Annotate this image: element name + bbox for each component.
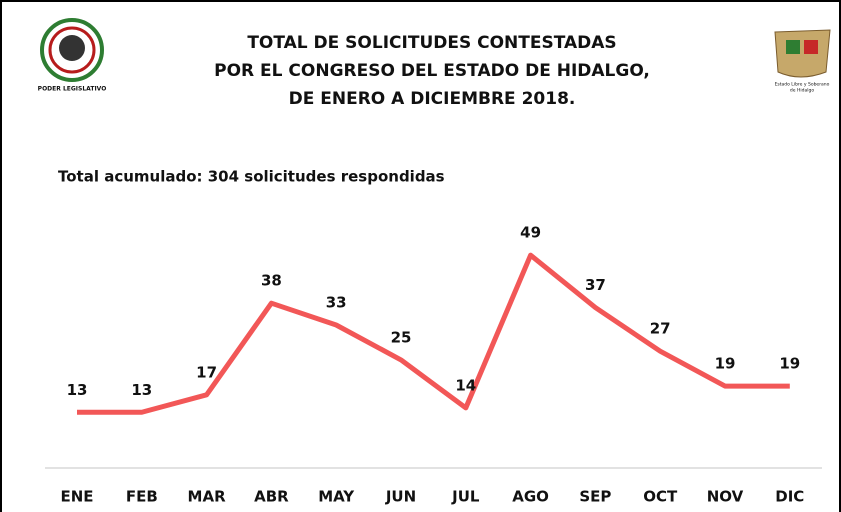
logo-caption: PODER LEGISLATIVO: [38, 86, 107, 93]
logo-left: PODER LEGISLATIVO: [38, 18, 107, 93]
x-tick-label: ABR: [254, 488, 289, 506]
x-tick-label: MAR: [188, 488, 227, 506]
x-tick-label: FEB: [126, 488, 158, 506]
x-tick-label: JUN: [385, 488, 416, 506]
data-label: 13: [131, 381, 152, 399]
data-label: 19: [779, 355, 800, 373]
chart-title: DE ENERO A DICIEMBRE 2018.: [289, 89, 576, 109]
data-label: 38: [261, 272, 282, 290]
logo-right: Estado Libre y Soberano de Hidalgo: [774, 29, 831, 94]
logo-caption: Estado Libre y Soberano: [775, 82, 830, 88]
data-label: 17: [196, 363, 217, 381]
data-line: [77, 252, 790, 415]
logo-caption: de Hidalgo: [790, 88, 814, 94]
data-label: 14: [455, 376, 476, 394]
x-tick-label: NOV: [707, 488, 744, 506]
x-tick-label: OCT: [643, 488, 678, 506]
data-label: 13: [67, 381, 88, 399]
x-tick-label: SEP: [579, 488, 611, 506]
data-label: 27: [650, 320, 671, 338]
data-label: 25: [391, 328, 412, 346]
x-tick-label: DIC: [775, 488, 804, 506]
chart-title: POR EL CONGRESO DEL ESTADO DE HIDALGO,: [214, 61, 650, 81]
subtitle: Total acumulado: 304 solicitudes respond…: [58, 168, 445, 186]
data-label: 49: [520, 224, 541, 242]
data-label: 33: [326, 294, 347, 312]
x-tick-label: MAY: [318, 488, 355, 506]
data-label: 37: [585, 276, 606, 294]
data-label: 19: [715, 355, 736, 373]
x-tick-label: JUL: [451, 488, 480, 506]
x-tick-label: ENE: [60, 488, 93, 506]
chart-title: TOTAL DE SOLICITUDES CONTESTADAS: [247, 33, 616, 53]
x-tick-label: AGO: [512, 488, 549, 506]
